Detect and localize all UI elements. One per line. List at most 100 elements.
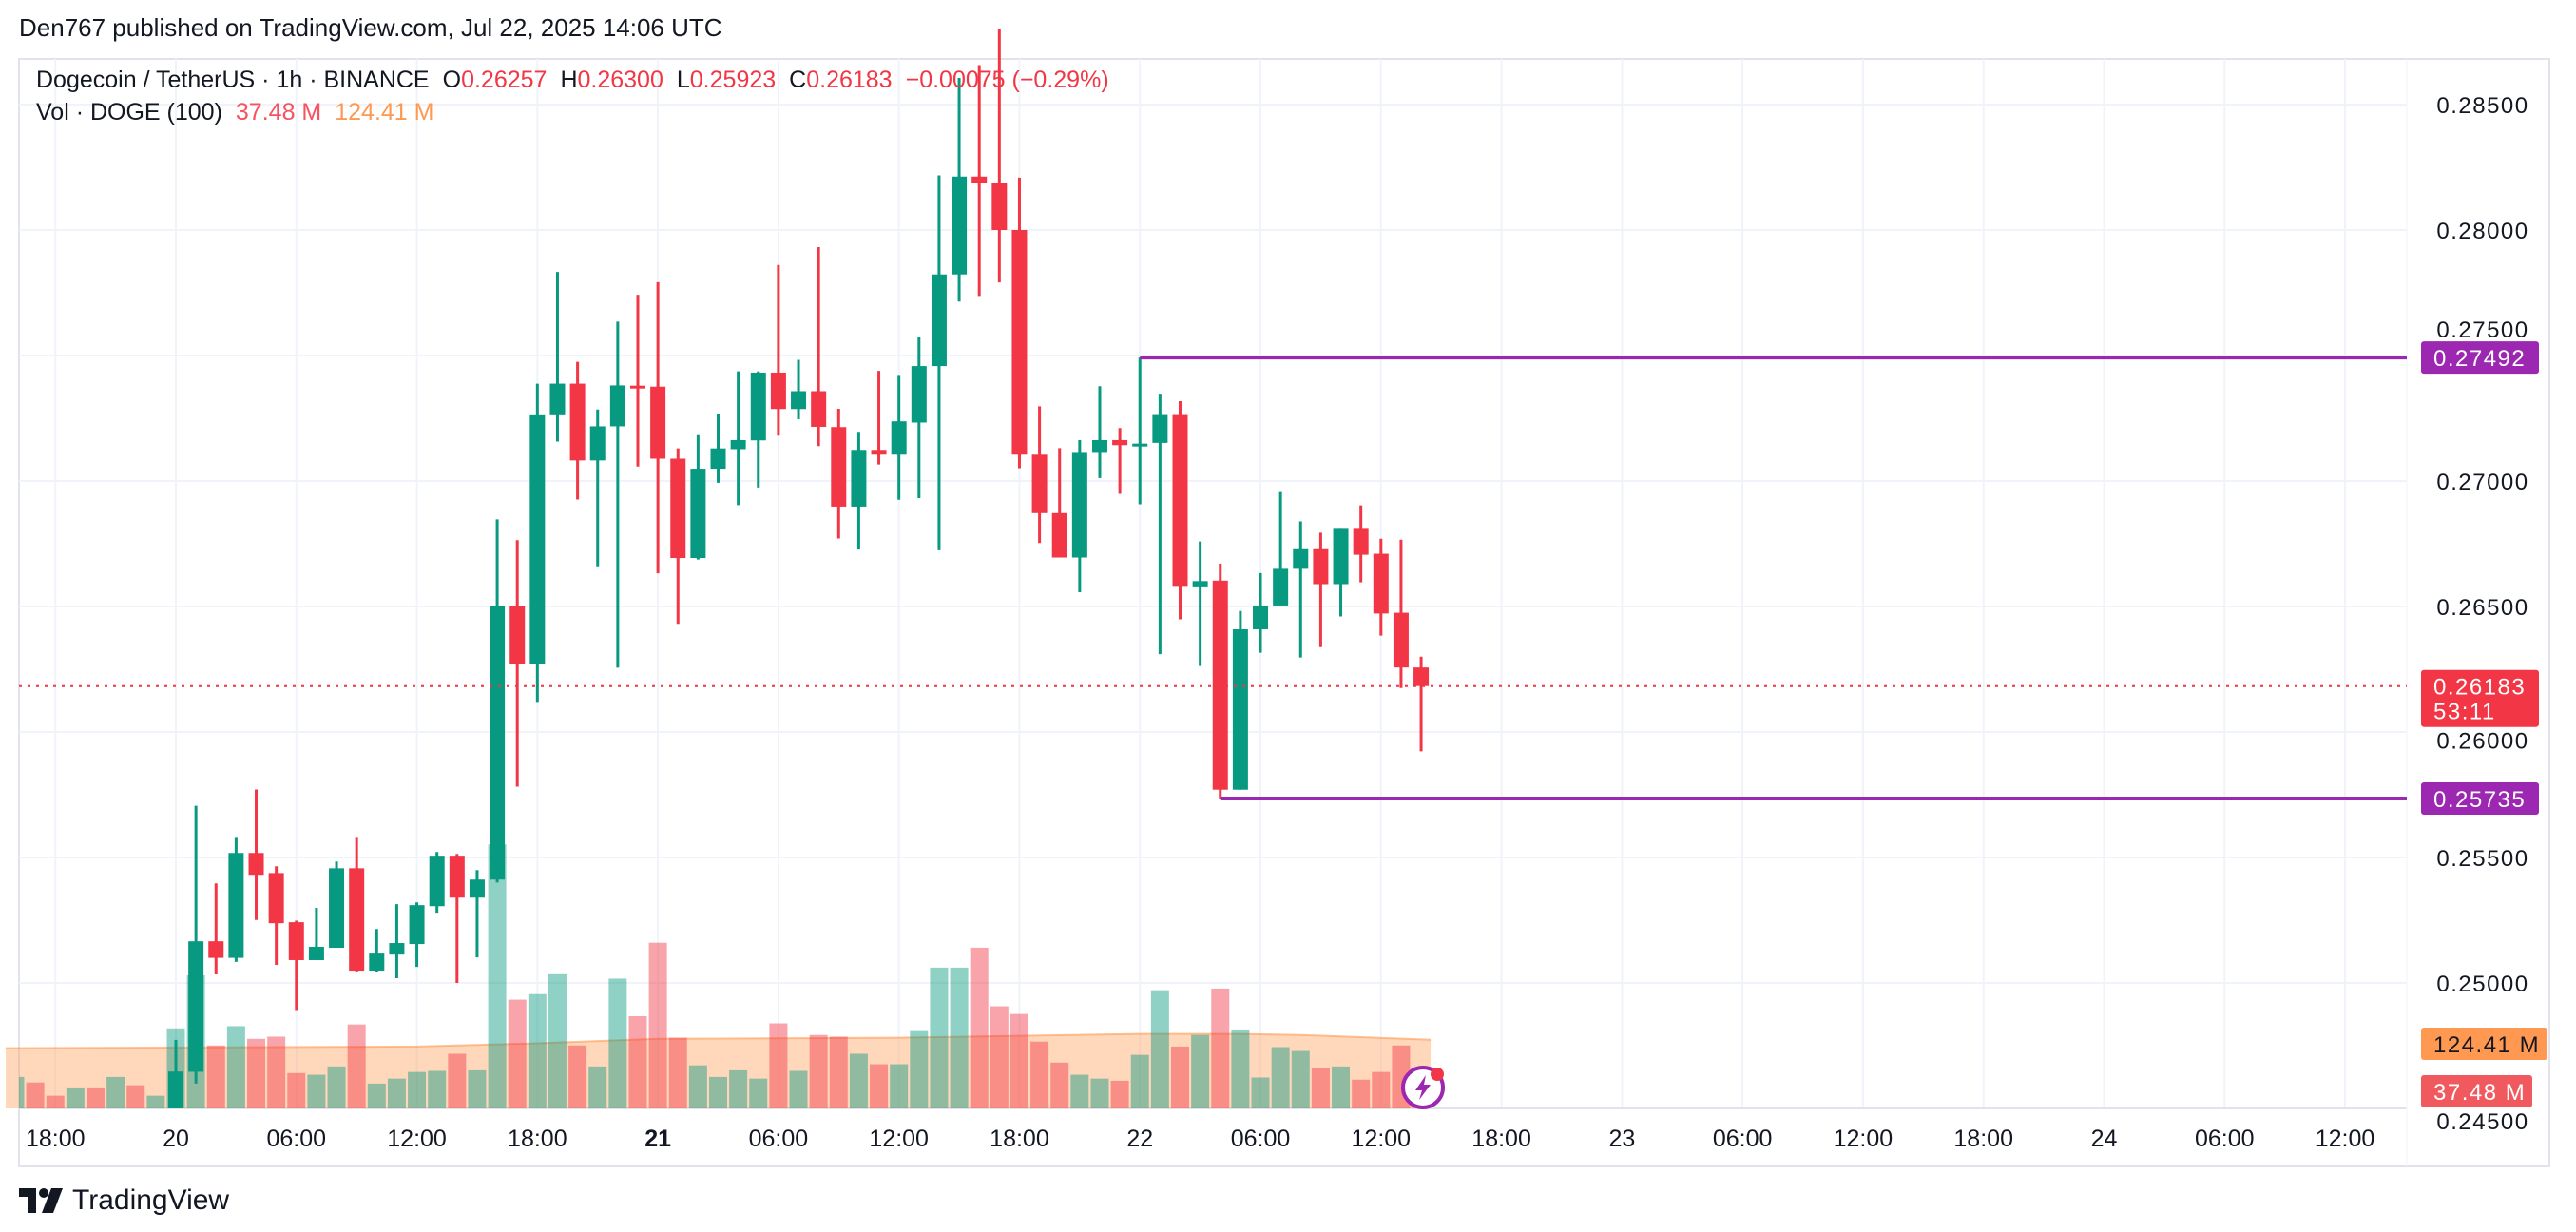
candle[interactable] bbox=[629, 295, 645, 467]
candle[interactable] bbox=[851, 432, 867, 550]
level-lines[interactable] bbox=[19, 356, 2407, 800]
candle[interactable] bbox=[1031, 406, 1048, 544]
candle[interactable] bbox=[1393, 539, 1409, 688]
candle[interactable] bbox=[589, 409, 606, 567]
candle[interactable] bbox=[1373, 538, 1389, 636]
candle[interactable] bbox=[730, 371, 746, 506]
candle[interactable] bbox=[991, 29, 1008, 283]
candle[interactable] bbox=[1132, 357, 1148, 505]
candle[interactable] bbox=[1051, 448, 1067, 558]
alert-icon[interactable] bbox=[1401, 1066, 1445, 1109]
candle-body bbox=[851, 450, 867, 507]
volume-bar bbox=[1171, 1046, 1189, 1108]
candle[interactable] bbox=[168, 1039, 183, 1111]
candle[interactable] bbox=[569, 361, 586, 500]
published-caption: Den767 published on TradingView.com, Jul… bbox=[19, 13, 722, 42]
time-tick-label: 06:00 bbox=[749, 1126, 809, 1152]
candle[interactable] bbox=[1273, 491, 1289, 606]
candle[interactable] bbox=[1333, 528, 1349, 617]
support-price-badge: 0.25735 bbox=[2421, 781, 2539, 815]
candle[interactable] bbox=[268, 866, 284, 965]
candle[interactable] bbox=[770, 264, 786, 436]
candle-body bbox=[268, 873, 284, 924]
candle[interactable] bbox=[389, 904, 405, 978]
candle[interactable] bbox=[931, 175, 947, 550]
candle[interactable] bbox=[469, 870, 485, 958]
candle[interactable] bbox=[750, 371, 766, 488]
volume-bar bbox=[1070, 1074, 1089, 1108]
candle[interactable] bbox=[811, 246, 827, 447]
candle[interactable] bbox=[891, 375, 907, 500]
candle[interactable] bbox=[288, 920, 304, 1011]
candle[interactable] bbox=[1353, 505, 1369, 583]
candle[interactable] bbox=[188, 805, 204, 1084]
candle[interactable] bbox=[1253, 572, 1269, 653]
candle-body bbox=[529, 414, 546, 664]
candle[interactable] bbox=[1313, 532, 1329, 647]
candle[interactable] bbox=[429, 852, 445, 914]
candle[interactable] bbox=[1011, 177, 1028, 469]
symbol-legend[interactable]: Dogecoin / TetherUS · 1h · BINANCE O0.262… bbox=[36, 67, 1109, 94]
candle[interactable] bbox=[308, 908, 324, 960]
candle-body bbox=[329, 868, 345, 949]
candle-body bbox=[389, 943, 405, 955]
candle[interactable] bbox=[1152, 394, 1168, 655]
candle-body bbox=[188, 941, 204, 1072]
candle[interactable] bbox=[248, 789, 264, 920]
candle[interactable] bbox=[449, 854, 465, 983]
tradingview-logo[interactable]: TradingView bbox=[19, 1184, 229, 1217]
candle[interactable] bbox=[1232, 610, 1248, 790]
candle[interactable] bbox=[650, 281, 666, 574]
price-tick-label: 0.26500 bbox=[2436, 595, 2528, 621]
candle[interactable] bbox=[349, 837, 365, 972]
candle[interactable] bbox=[509, 540, 526, 787]
volume-bar bbox=[1030, 1041, 1049, 1108]
candle[interactable] bbox=[1413, 656, 1430, 752]
candle[interactable] bbox=[1192, 541, 1208, 666]
candle[interactable] bbox=[490, 519, 506, 883]
volume-bar bbox=[267, 1036, 286, 1108]
candle[interactable] bbox=[710, 414, 726, 483]
candle[interactable] bbox=[228, 837, 244, 962]
candle[interactable] bbox=[1091, 386, 1107, 478]
open-label: O bbox=[442, 67, 462, 93]
candle[interactable] bbox=[971, 65, 988, 297]
volume-bar bbox=[628, 1015, 647, 1108]
candle[interactable] bbox=[1293, 521, 1309, 658]
close-value: 0.26183 bbox=[806, 67, 893, 93]
candle[interactable] bbox=[609, 321, 625, 668]
candle[interactable] bbox=[1071, 439, 1087, 592]
volume-bar bbox=[106, 1076, 125, 1108]
time-tick-label: 06:00 bbox=[2195, 1126, 2255, 1152]
candle[interactable] bbox=[1212, 563, 1228, 799]
volume-legend[interactable]: Vol · DOGE (100) 37.48 M 124.41 M bbox=[36, 99, 434, 126]
candle[interactable] bbox=[329, 861, 345, 949]
volume-bar bbox=[648, 942, 667, 1108]
price-tick-label: 0.25000 bbox=[2436, 972, 2528, 997]
candle-body bbox=[730, 439, 746, 450]
candle[interactable] bbox=[529, 383, 546, 703]
volume-bar bbox=[448, 1053, 467, 1108]
volume-bar bbox=[146, 1095, 165, 1108]
candle[interactable] bbox=[409, 902, 425, 968]
candle-body bbox=[1333, 528, 1349, 585]
candle-body bbox=[1232, 629, 1248, 790]
time-tick-label: 23 bbox=[1608, 1126, 1635, 1152]
volume-bar bbox=[66, 1087, 85, 1108]
candle[interactable] bbox=[791, 359, 807, 420]
candle[interactable] bbox=[690, 434, 706, 560]
candle[interactable] bbox=[871, 371, 887, 465]
candle[interactable] bbox=[670, 448, 686, 625]
tradingview-logo-icon bbox=[19, 1188, 63, 1213]
candle[interactable] bbox=[549, 272, 566, 442]
candle[interactable] bbox=[369, 929, 385, 972]
candle[interactable] bbox=[911, 337, 927, 498]
volume-bar bbox=[749, 1078, 768, 1108]
candle[interactable] bbox=[1112, 428, 1128, 494]
candle[interactable] bbox=[208, 883, 224, 975]
candle[interactable] bbox=[1172, 401, 1188, 620]
candle[interactable] bbox=[831, 408, 847, 539]
candle[interactable] bbox=[952, 78, 968, 302]
